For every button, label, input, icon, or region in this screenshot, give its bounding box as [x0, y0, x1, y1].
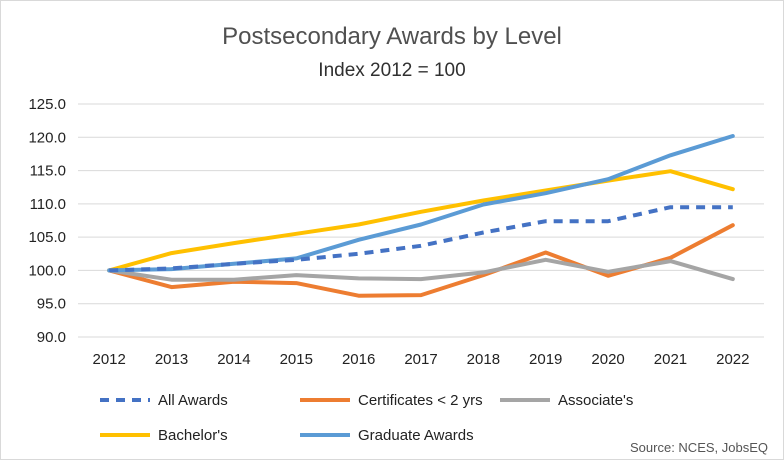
x-tick-label: 2015 [280, 351, 313, 368]
y-tick-label: 95.0 [37, 296, 66, 313]
x-tick-label: 2017 [404, 351, 437, 368]
series-lines [107, 134, 735, 298]
series-line-associate-s [107, 257, 735, 282]
x-tick-label: 2019 [529, 351, 562, 368]
legend-label: Certificates < 2 yrs [358, 392, 483, 409]
legend-label: Bachelor's [158, 427, 228, 444]
legend-label: Graduate Awards [358, 427, 474, 444]
y-tick-label: 125.0 [28, 96, 66, 113]
legend-label: Associate's [558, 392, 633, 409]
series-line-bachelor-s [107, 169, 735, 273]
y-axis-tick-labels: 90.0 95.0 100.0 105.0 110.0 115.0 120.0 125.0 [28, 96, 66, 346]
x-tick-label: 2016 [342, 351, 375, 368]
y-tick-label: 110.0 [30, 196, 66, 213]
y-tick-label: 100.0 [28, 262, 66, 279]
chart-subtitle: Index 2012 = 100 [318, 60, 465, 81]
y-tick-label: 120.0 [28, 129, 66, 146]
x-tick-label: 2014 [217, 351, 250, 368]
gridlines [78, 103, 764, 338]
chart-title: Postsecondary Awards by Level [222, 23, 562, 50]
legend: All Awards Certificates < 2 yrs Associate'… [100, 392, 633, 444]
series-line-graduate-awards [107, 134, 735, 273]
y-tick-label: 115.0 [30, 163, 66, 180]
series-line-all-awards [109, 205, 733, 273]
x-tick-label: 2018 [467, 351, 500, 368]
y-tick-label: 90.0 [37, 329, 66, 346]
y-tick-label: 105.0 [28, 229, 66, 246]
x-tick-label: 2022 [716, 351, 749, 368]
legend-label: All Awards [158, 392, 228, 409]
x-tick-label: 2021 [654, 351, 687, 368]
source-note: Source: NCES, JobsEQ [630, 440, 768, 455]
x-axis-tick-labels: 2012 2013 2014 2015 2016 2017 2018 2019 2020 2021… [92, 351, 749, 368]
x-tick-label: 2020 [591, 351, 624, 368]
x-tick-label: 2013 [155, 351, 188, 368]
x-tick-label: 2012 [92, 351, 125, 368]
series-line-certificates-2-yrs [107, 223, 735, 298]
